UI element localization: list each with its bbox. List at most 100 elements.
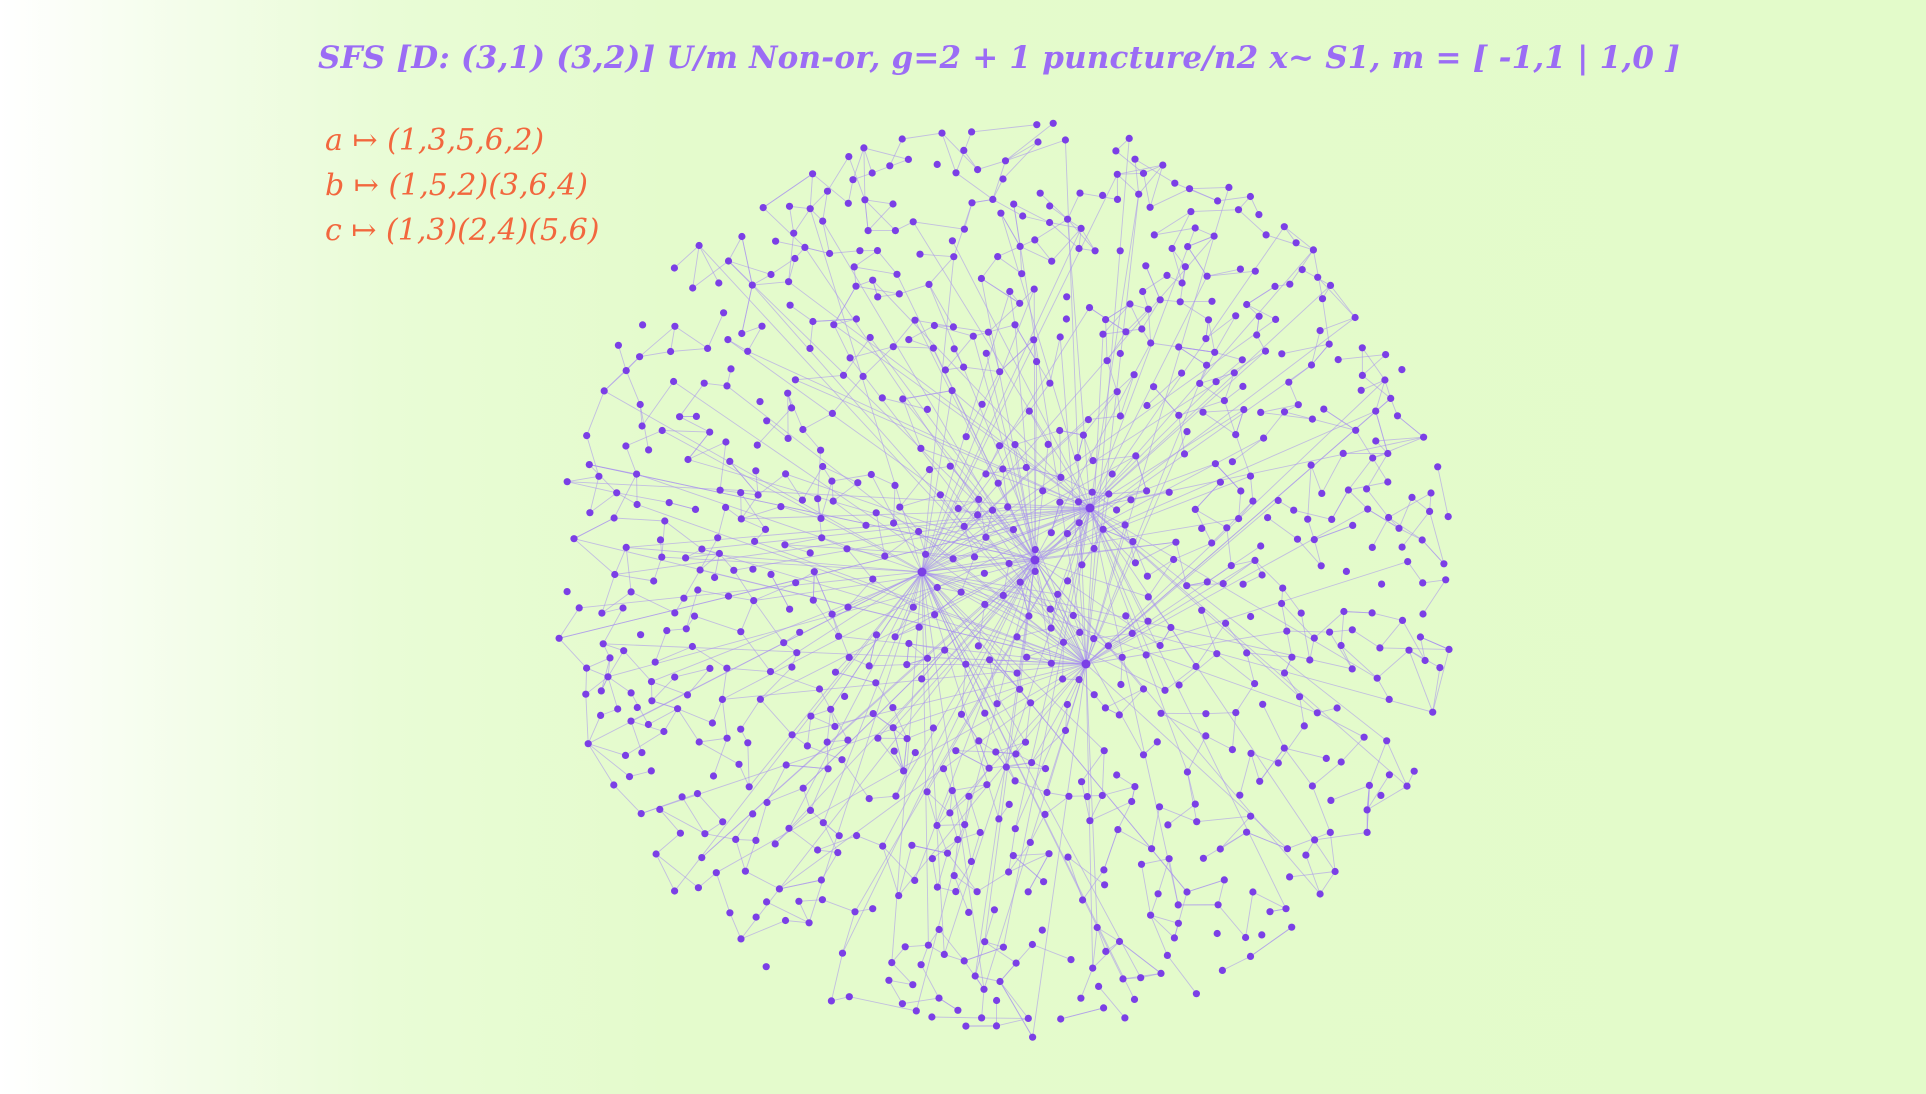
graph-node xyxy=(680,594,688,602)
graph-node xyxy=(1044,440,1052,448)
graph-node xyxy=(1057,473,1065,481)
graph-edge xyxy=(1254,560,1284,589)
graph-node xyxy=(853,832,861,840)
graph-edge xyxy=(1372,436,1424,459)
graph-edge xyxy=(905,944,929,948)
graph-node xyxy=(889,200,897,208)
graph-edge xyxy=(892,707,908,739)
graph-edge xyxy=(1085,508,1368,665)
graph-node xyxy=(1100,1004,1108,1012)
graph-edge xyxy=(1178,346,1215,353)
graph-edge xyxy=(936,663,1087,826)
graph-node xyxy=(1272,315,1280,323)
graph-edge xyxy=(1235,434,1251,477)
graph-edge xyxy=(1034,218,1068,241)
graph-node xyxy=(658,553,666,561)
graph-edge xyxy=(999,339,1035,373)
graph-edge xyxy=(1143,173,1151,208)
graph-node xyxy=(1440,560,1448,568)
graph-edge xyxy=(1362,375,1391,399)
graph-edge xyxy=(1362,354,1386,376)
graph-edge xyxy=(1150,893,1159,916)
graph-edge xyxy=(625,731,665,756)
graph-edge xyxy=(1388,517,1423,541)
graph-node xyxy=(835,632,843,640)
graph-edge xyxy=(846,548,874,580)
graph-edge xyxy=(1366,785,1408,811)
graph-node xyxy=(967,857,976,866)
graph-node xyxy=(957,710,966,718)
graph-node xyxy=(1137,860,1146,868)
graph-node xyxy=(1091,247,1099,255)
graph-node xyxy=(831,668,840,676)
graph-node xyxy=(1090,691,1098,699)
graph-node xyxy=(1352,426,1360,434)
graph-edge xyxy=(601,591,632,614)
graph-node xyxy=(1334,356,1342,364)
graph-node xyxy=(1065,792,1073,800)
graph-node xyxy=(806,549,814,557)
graph-edge xyxy=(938,997,959,1011)
graph-node xyxy=(1077,994,1085,1002)
graph-node xyxy=(960,146,968,154)
graph-node xyxy=(1150,231,1158,239)
graph-edge xyxy=(1081,750,1105,782)
graph-edge xyxy=(963,150,978,170)
graph-edge xyxy=(1194,481,1221,510)
graph-edge xyxy=(1366,774,1390,811)
graph-edge xyxy=(1311,785,1331,833)
graph-node xyxy=(1369,454,1377,462)
graph-node xyxy=(1033,358,1041,366)
graph-edge xyxy=(1225,623,1248,654)
graph-node xyxy=(1208,297,1216,305)
graph-node xyxy=(901,943,909,951)
graph-node xyxy=(1372,407,1380,415)
graph-node xyxy=(1331,867,1339,876)
graph-node xyxy=(1310,536,1318,544)
graph-node xyxy=(838,756,846,764)
graph-edge xyxy=(812,571,815,601)
graph-node xyxy=(917,567,927,577)
graph-node xyxy=(583,432,591,440)
graph-node xyxy=(1147,911,1155,919)
graph-edge xyxy=(1307,465,1312,520)
graph-node xyxy=(999,465,1007,473)
graph-edge xyxy=(1265,234,1314,251)
graph-edge xyxy=(913,221,965,230)
graph-edge xyxy=(785,473,803,501)
graph-node xyxy=(992,748,1000,756)
graph-node xyxy=(1170,555,1178,564)
graph-edge xyxy=(1085,561,1408,665)
graph-edge xyxy=(607,650,625,678)
graph-edge xyxy=(1331,489,1349,520)
graph-edge xyxy=(760,559,1036,700)
graph-node xyxy=(665,499,673,507)
graph-edge xyxy=(719,441,727,491)
graph-node xyxy=(1279,584,1287,592)
graph-node xyxy=(718,695,727,704)
graph-edge xyxy=(752,281,789,286)
graph-edge xyxy=(819,688,832,710)
graph-node xyxy=(1298,266,1306,274)
graph-edge xyxy=(1149,164,1164,208)
graph-node xyxy=(995,815,1003,823)
graph-edge xyxy=(812,318,857,322)
graph-edge xyxy=(833,324,1091,509)
graph-edge xyxy=(934,325,974,337)
graph-node xyxy=(1117,680,1125,689)
generator-permutation: (1,3)(2,4)(5,6) xyxy=(386,213,600,248)
graph-edge xyxy=(921,571,945,955)
graph-node xyxy=(1180,450,1189,458)
graph-node xyxy=(996,368,1004,376)
graph-node xyxy=(671,322,679,330)
graph-node xyxy=(1293,535,1302,543)
graph-node xyxy=(1214,901,1222,909)
graph-node xyxy=(1024,888,1032,896)
graph-edge xyxy=(867,203,894,231)
graph-edge xyxy=(949,790,953,813)
graph-edge xyxy=(1386,740,1408,787)
graph-edge xyxy=(953,839,959,876)
graph-edge xyxy=(766,787,804,803)
graph-edge xyxy=(856,835,883,847)
graph-node xyxy=(827,997,836,1005)
